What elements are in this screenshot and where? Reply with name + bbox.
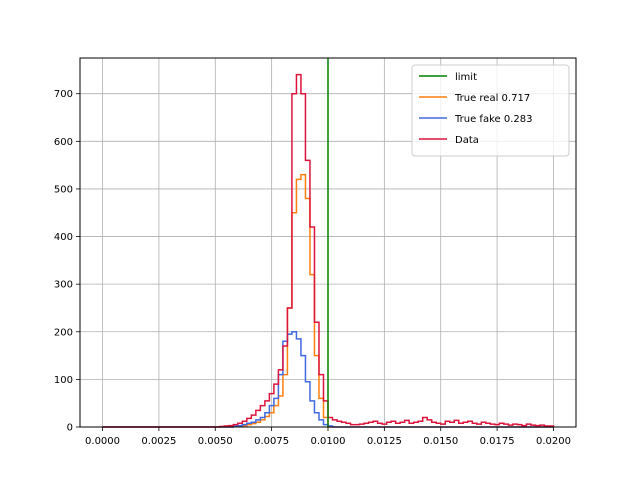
x-tick-label: 0.0025 [141,436,176,447]
y-tick-label: 500 [54,184,73,195]
x-tick-label: 0.0200 [536,436,571,447]
x-tick-label: 0.0050 [198,436,233,447]
x-axis-ticks: 0.0000 0.0025 0.0050 0.0075 0.0100 0.0125 0.01… [85,427,571,447]
legend-label: Data [455,135,479,146]
x-tick-label: 0.0075 [254,436,289,447]
y-tick-label: 700 [54,89,73,100]
x-tick-label: 0.0100 [311,436,346,447]
y-tick-label: 400 [54,232,73,243]
y-tick-label: 300 [54,280,73,291]
x-tick-label: 0.0175 [480,436,515,447]
legend-label: limit [455,72,477,83]
y-tick-label: 0 [67,423,73,434]
x-tick-label: 0.0125 [367,436,402,447]
series-data-step [102,73,555,428]
legend: limit True real 0.717 True fake 0.283 Data [411,64,570,157]
legend-box [411,64,570,157]
y-axis-ticks: 0 100 200 300 400 500 600 700 [54,89,80,434]
legend-label: True real 0.717 [454,93,530,104]
y-tick-label: 100 [54,375,73,386]
x-tick-label: 0.0150 [423,436,458,447]
y-tick-label: 200 [54,327,73,338]
y-tick-label: 600 [54,137,73,148]
legend-label: True fake 0.283 [454,114,532,125]
x-tick-label: 0.0000 [85,436,120,447]
